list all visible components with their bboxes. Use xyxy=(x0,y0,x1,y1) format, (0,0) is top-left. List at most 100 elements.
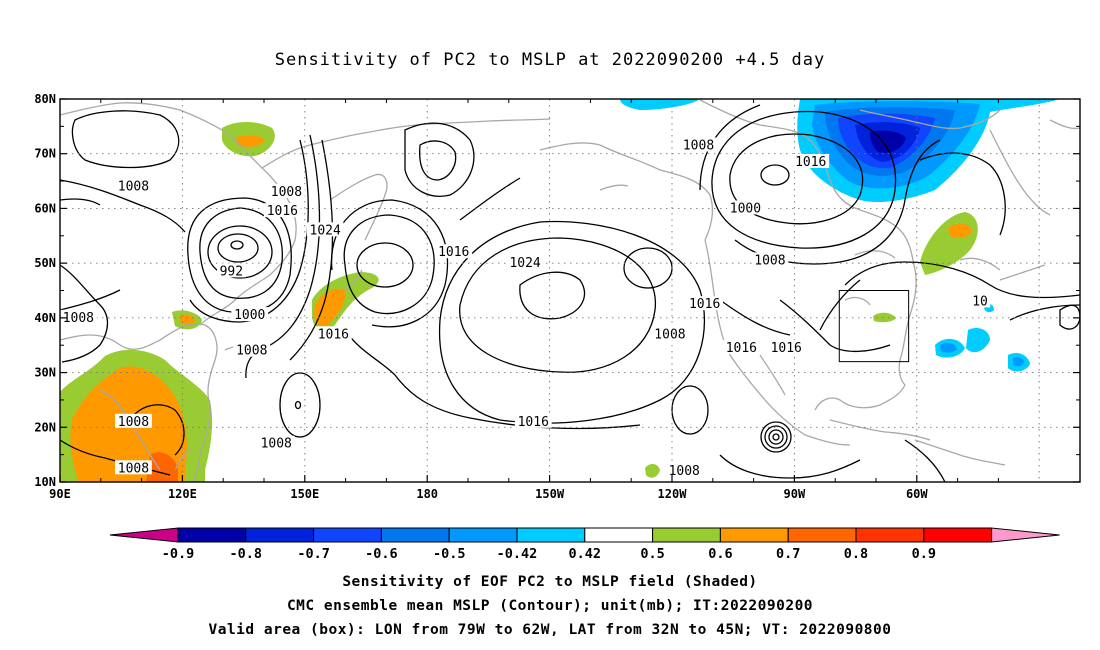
contour-label-bg xyxy=(722,339,760,354)
mslp-contours xyxy=(60,104,1080,482)
contour-label-bg xyxy=(263,203,301,218)
contour-label: 1000 xyxy=(234,308,265,323)
contour-label: 1008 xyxy=(261,437,292,452)
colorbar-label: -0.6 xyxy=(365,546,398,562)
contour-label-bg xyxy=(727,200,764,215)
lon-tick-label: 90E xyxy=(49,487,71,501)
contour-label: 992 xyxy=(220,264,243,279)
lat-tick-label: 30N xyxy=(34,366,56,380)
colorbar: -0.9 -0.8 -0.7 -0.6 -0.5 -0.42 0.42 0.5 0.6 0.7 0.… xyxy=(109,527,1060,562)
contour-label: 1000 xyxy=(730,201,761,216)
contour-label: 1016 xyxy=(318,327,349,342)
contour-label-bg xyxy=(506,255,544,270)
lon-tick-label: 120W xyxy=(658,487,688,501)
colorbar-segment xyxy=(313,527,382,543)
colorbar-label: -0.7 xyxy=(297,546,330,562)
colorbar-segment xyxy=(516,527,586,543)
lon-tick-label: 60W xyxy=(906,487,928,501)
contour-label-bg xyxy=(751,252,789,267)
contour-label-bg xyxy=(115,413,152,428)
contour-label: 1008 xyxy=(654,327,685,342)
contour-label-bg xyxy=(306,222,344,237)
contour-label-bg xyxy=(665,463,703,478)
contour-label-bg xyxy=(233,342,271,357)
contour-label-bg xyxy=(792,153,830,168)
lat-tick-label: 40N xyxy=(34,311,56,325)
lat-tick-label: 10N xyxy=(34,475,56,489)
colorbar-segment xyxy=(652,527,721,543)
contour-label-bg xyxy=(268,184,305,199)
contour-label: 1008 xyxy=(754,253,785,268)
map-axes: 90E 120E 150E 180 150W 120W 90W 60W 80N 70N 60N 50N… xyxy=(34,92,1080,501)
colorbar-segment xyxy=(380,527,450,543)
contour-label: 1008 xyxy=(118,415,149,430)
lat-tick-label: 70N xyxy=(34,147,56,161)
contour-label-bg xyxy=(59,309,97,324)
contour-label: 1016 xyxy=(795,155,826,170)
colorbar-label: -0.5 xyxy=(433,546,466,562)
lat-tick-label: 80N xyxy=(34,92,56,106)
colorbar-segment xyxy=(719,527,789,543)
contour-label: 1008 xyxy=(118,461,149,476)
colorbar-label: -0.9 xyxy=(162,546,195,562)
contour-label: 1016 xyxy=(771,341,802,356)
lat-tick-label: 50N xyxy=(34,256,56,270)
colorbar-label: -0.8 xyxy=(230,546,263,562)
colorbar-segment xyxy=(177,527,247,543)
contour-label-bg xyxy=(257,435,295,450)
caption-line-2: CMC ensemble mean MSLP (Contour); unit(m… xyxy=(286,598,814,614)
contour-label-bg xyxy=(680,137,717,152)
contour-label: 1016 xyxy=(689,297,720,312)
map-title: Sensitivity of PC2 to MSLP at 2022090200… xyxy=(274,50,826,70)
lon-tick-label: 90W xyxy=(784,487,806,501)
colorbar-label: -0.42 xyxy=(497,546,538,562)
colorbar-label: 0.42 xyxy=(569,546,602,562)
contour-label-bg xyxy=(231,307,269,322)
colorbar-segment xyxy=(584,527,654,543)
colorbar-label: 0.6 xyxy=(708,546,732,562)
colorbar-segment xyxy=(787,527,857,543)
colorbar-label: 0.9 xyxy=(912,546,936,562)
contour-label: 1008 xyxy=(683,139,714,154)
coastlines xyxy=(60,99,1080,482)
lon-tick-label: 180 xyxy=(416,487,438,501)
contour-label: 1008 xyxy=(271,185,302,200)
contour-label: 1008 xyxy=(118,180,149,195)
caption-line-3: Valid area (box): LON from 79W to 62W, L… xyxy=(208,622,892,638)
lat-tick-label: 20N xyxy=(34,420,56,434)
colorbar-segment xyxy=(923,527,993,543)
contour-label: 1024 xyxy=(310,223,341,238)
contour-label-bg xyxy=(314,326,352,341)
contour-label: 1008 xyxy=(63,311,94,326)
colorbar-segment xyxy=(448,527,518,543)
caption-line-1: Sensitivity of EOF PC2 to MSLP field (Sh… xyxy=(342,574,758,590)
colorbar-segment xyxy=(245,527,315,543)
contour-label-bg xyxy=(435,244,473,259)
contour-label-bg xyxy=(115,178,152,193)
contour-label: 1008 xyxy=(236,344,267,359)
colorbar-high-extend xyxy=(991,527,1060,543)
colorbar-segment xyxy=(855,527,925,543)
contour-label-bg xyxy=(217,263,246,278)
contour-label: 1016 xyxy=(438,245,469,260)
lon-tick-label: 150W xyxy=(535,487,565,501)
contour-label: 1016 xyxy=(726,341,757,356)
contour-label: 1024 xyxy=(509,256,540,271)
contour-label-bg xyxy=(686,296,724,311)
contour-label: 1016 xyxy=(518,415,549,430)
colorbar-low-extend xyxy=(109,527,179,543)
colorbar-label: 0.7 xyxy=(776,546,800,562)
lon-tick-label: 120E xyxy=(168,487,197,501)
lat-tick-label: 60N xyxy=(34,201,56,215)
contour-label-bg xyxy=(115,460,152,475)
valid-area-box xyxy=(838,290,910,363)
contour-label-bg xyxy=(514,413,552,428)
lon-tick-label: 150E xyxy=(290,487,319,501)
contour-label-bg xyxy=(969,293,991,308)
contour-label: 1016 xyxy=(267,204,298,219)
contour-labels: 1008 1008 1008 1008 992 1000 1008 1008 1016 1024 1… xyxy=(59,137,991,479)
contour-label: 10 xyxy=(972,294,988,309)
contour-label-bg xyxy=(767,339,805,354)
colorbar-label: 0.8 xyxy=(844,546,868,562)
